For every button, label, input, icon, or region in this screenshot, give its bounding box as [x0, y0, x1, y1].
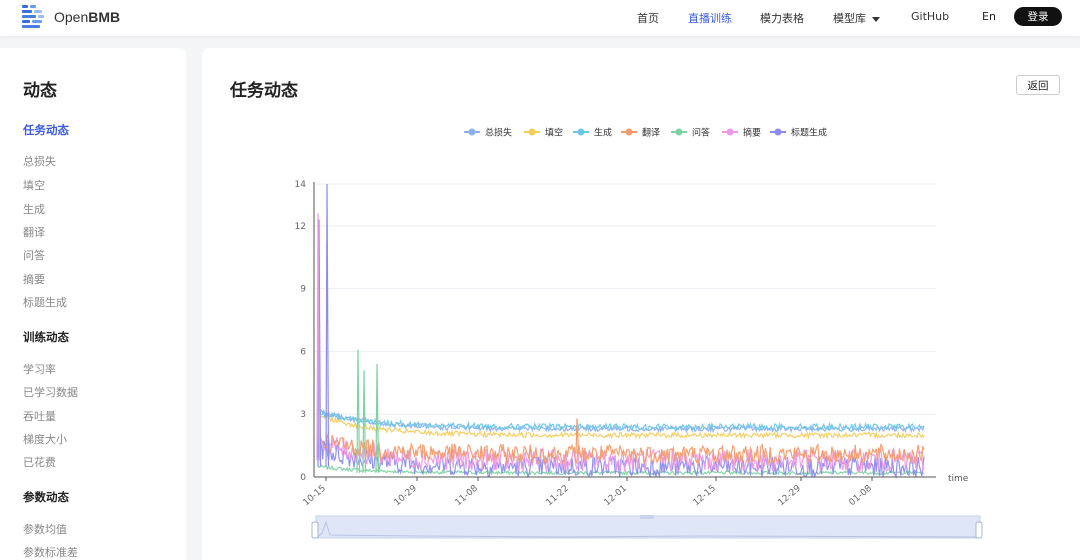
y-tick-label: 14: [295, 180, 307, 190]
legend-marker: [468, 128, 476, 136]
series-spike: [575, 418, 580, 455]
x-tick-label: 12-15: [691, 484, 717, 508]
top-header: OpenBMB 首页 直播训练 模力表格 模型库 GitHub En 登录: [0, 0, 1080, 36]
data-zoom-slider[interactable]: [311, 515, 983, 539]
page-title: 任务动态: [230, 81, 298, 101]
x-tick-label: 12-01: [602, 484, 628, 508]
sidebar-item-throughput[interactable]: 吞吐量: [23, 410, 56, 423]
nav-live-training[interactable]: 直播训练: [688, 12, 732, 25]
legend-marker: [726, 128, 734, 136]
series-spike: [356, 349, 361, 473]
sidebar-item-title-generation[interactable]: 标题生成: [23, 296, 67, 309]
zoom-drag-bar[interactable]: [640, 515, 654, 519]
nav-model-library[interactable]: 模型库: [833, 10, 880, 26]
sidebar-item-total-loss[interactable]: 总损失: [23, 155, 56, 168]
series-spike: [375, 363, 380, 473]
legend-item[interactable]: 生成: [573, 127, 612, 139]
chart-axes: time: [313, 182, 969, 484]
legend-item[interactable]: 问答: [671, 127, 710, 139]
sidebar-item-fill-blank[interactable]: 填空: [23, 179, 45, 192]
sidebar-item-translation[interactable]: 翻译: [23, 226, 45, 239]
nav-model-table[interactable]: 模力表格: [760, 12, 804, 25]
y-tick-label: 3: [300, 410, 306, 420]
sidebar-item-task-dynamics[interactable]: 任务动态: [23, 123, 69, 137]
y-tick-label: 9: [300, 285, 306, 295]
legend-label: 问答: [692, 127, 710, 139]
zoom-track[interactable]: [315, 515, 981, 539]
legend-label: 标题生成: [791, 127, 827, 139]
legend-marker: [625, 128, 633, 136]
legend-label: 翻译: [642, 128, 660, 139]
sidebar-item-cost[interactable]: 已花费: [23, 456, 56, 469]
series-spike: [362, 370, 367, 473]
zoom-handle-left[interactable]: [311, 521, 319, 539]
legend-label: 总损失: [485, 127, 512, 139]
series-spike: [325, 183, 330, 467]
x-tick-label: 01-08: [847, 483, 874, 508]
sidebar-item-gradient-norm[interactable]: 梯度大小: [23, 433, 67, 446]
sidebar-item-param-std[interactable]: 参数标准差: [23, 546, 78, 559]
sidebar-section-training[interactable]: 训练动态: [23, 330, 69, 344]
chevron-down-icon: [872, 16, 880, 22]
x-tick-label: 10-29: [392, 483, 419, 508]
series-line: [317, 411, 925, 440]
sidebar-title: 动态: [23, 81, 57, 101]
x-tick-label: 12-29: [776, 483, 803, 508]
legend-label: 生成: [594, 127, 612, 139]
x-axis-ticks: 10-15 10-29 11-08 11-22 12-01 12-15 12-29 01-08: [301, 477, 874, 508]
legend-item[interactable]: 总损失: [464, 127, 512, 139]
chart-series-lines: [316, 183, 925, 479]
zoom-handle-right[interactable]: [975, 521, 983, 539]
y-axis-ticks: 0 3 6 9 12 14: [295, 180, 307, 483]
y-tick-label: 12: [295, 222, 306, 232]
nav-model-library-label: 模型库: [833, 12, 866, 25]
nav-home[interactable]: 首页: [637, 12, 659, 25]
login-button[interactable]: 登录: [1014, 7, 1062, 26]
main-panel: 任务动态 返回: [202, 48, 1080, 560]
chart-legend[interactable]: 总损失 填空 生成 翻译 问答 摘要 标题生成: [464, 127, 827, 139]
y-tick-label: 0: [300, 473, 306, 483]
back-button[interactable]: 返回: [1016, 75, 1060, 95]
legend-item[interactable]: 翻译: [621, 128, 660, 139]
x-tick-label: 10-15: [301, 484, 327, 508]
sidebar-item-summary[interactable]: 摘要: [23, 273, 45, 286]
series-line: [317, 464, 925, 477]
legend-marker: [675, 128, 683, 136]
x-tick-label: 11-22: [544, 484, 570, 508]
sidebar-item-learning-rate[interactable]: 学习率: [23, 363, 56, 376]
series-line: [317, 433, 925, 466]
legend-item[interactable]: 摘要: [722, 127, 761, 139]
logo-icon: [22, 4, 48, 30]
legend-label: 填空: [545, 127, 563, 139]
sidebar: 动态 任务动态 总损失 填空 生成 翻译 问答 摘要 标题生成 训练动态 学习率…: [0, 48, 186, 560]
legend-label: 摘要: [743, 127, 761, 139]
sidebar-section-params[interactable]: 参数动态: [23, 490, 69, 504]
nav-github[interactable]: GitHub: [911, 10, 950, 23]
y-tick-label: 6: [300, 347, 306, 357]
sidebar-item-generation[interactable]: 生成: [23, 203, 45, 216]
zoom-preview-line: [317, 520, 979, 538]
chart-grid: [314, 183, 936, 478]
series-spike: [317, 219, 322, 467]
legend-marker: [528, 128, 536, 136]
legend-item[interactable]: 填空: [524, 127, 563, 139]
openbmb-logo[interactable]: OpenBMB: [22, 4, 120, 30]
language-toggle[interactable]: En: [982, 10, 996, 23]
legend-marker: [774, 128, 782, 136]
series-spike: [316, 213, 321, 461]
sidebar-item-param-mean[interactable]: 参数均值: [23, 523, 67, 536]
sidebar-item-qa[interactable]: 问答: [23, 249, 45, 262]
x-tick-label: 11-08: [453, 483, 480, 508]
sidebar-item-learned-data[interactable]: 已学习数据: [23, 386, 78, 399]
x-axis-title: time: [948, 474, 969, 484]
legend-marker: [577, 128, 585, 136]
logo-text: OpenBMB: [54, 9, 121, 25]
series-line: [317, 408, 925, 432]
legend-item[interactable]: 标题生成: [770, 127, 827, 139]
